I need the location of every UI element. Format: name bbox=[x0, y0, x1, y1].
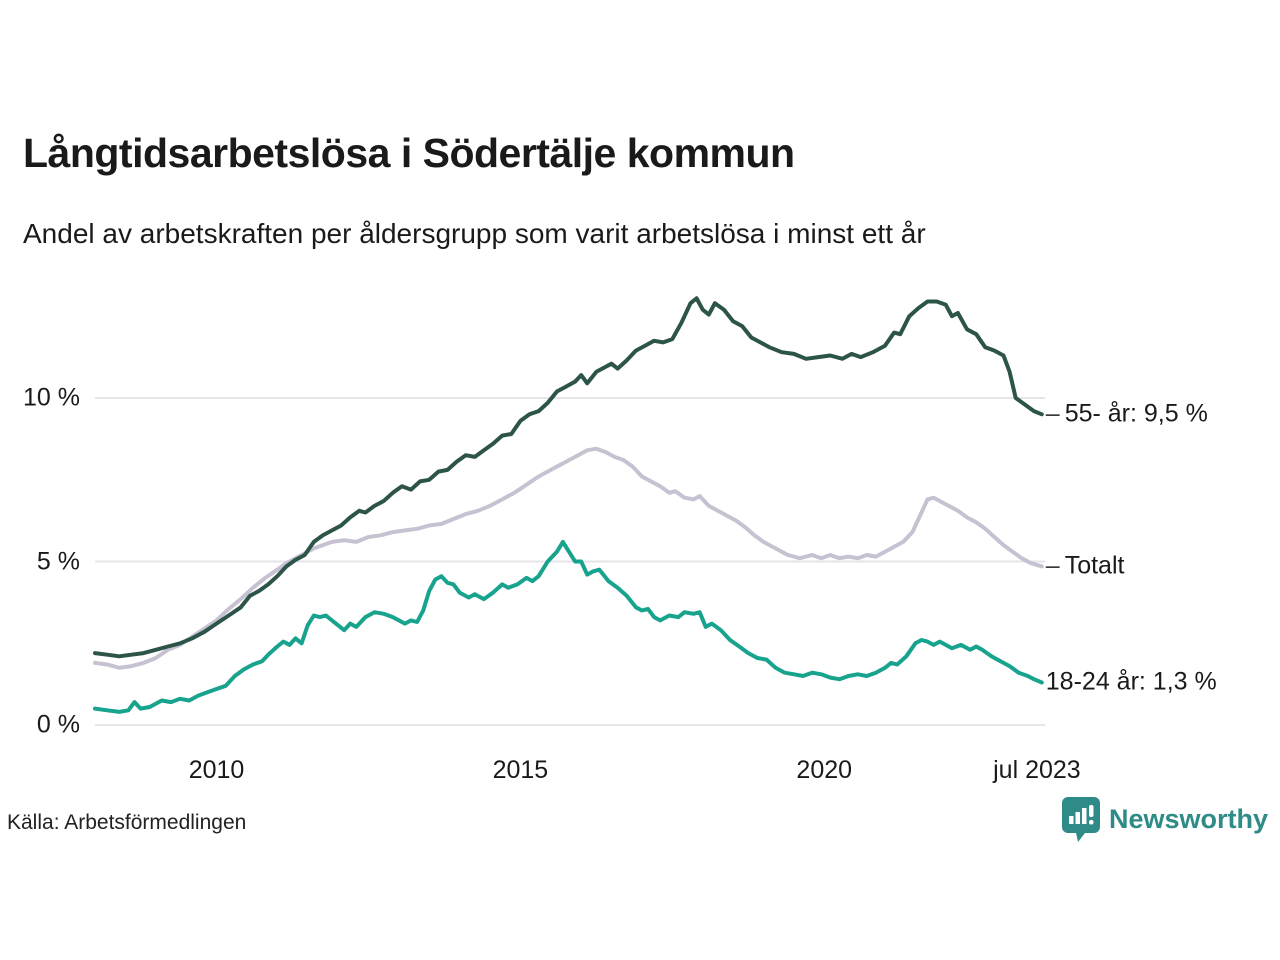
series-label-tick: – bbox=[1045, 551, 1060, 580]
line-totalt bbox=[93, 446, 1044, 670]
x-axis-tick-jul-2023: jul 2023 bbox=[993, 756, 1081, 784]
page-title: Långtidsarbetslösa i Södertälje kommun bbox=[23, 130, 795, 176]
series-label-text: 18-24 år: 1,3 % bbox=[1045, 667, 1217, 696]
brand-wordmark: Newsworthy bbox=[1108, 804, 1268, 834]
x-axis-tick-2020: 2020 bbox=[796, 756, 853, 784]
series-label-tick: – bbox=[1045, 399, 1060, 428]
series-label-55: – 55- år: 9,5 % bbox=[1046, 400, 1208, 429]
bar-chart-speech-bubble-icon bbox=[1061, 797, 1100, 842]
page-subtitle: Andel av arbetskraften per åldersgrupp s… bbox=[23, 218, 926, 249]
series-label-text: 55- år: 9,5 % bbox=[1064, 399, 1208, 428]
line-55 bbox=[93, 296, 1044, 659]
x-axis-tick-2010: 2010 bbox=[188, 756, 245, 784]
y-axis-tick-5: 5 % bbox=[36, 547, 80, 575]
series-label-totalt: – Totalt bbox=[1046, 552, 1125, 581]
series-label-text: Totalt bbox=[1064, 551, 1125, 580]
source-attribution: Källa: Arbetsförmedlingen bbox=[7, 811, 247, 834]
x-axis-tick-2015: 2015 bbox=[492, 756, 549, 784]
y-axis-tick-0: 0 % bbox=[36, 710, 80, 739]
brand-logo: Newsworthy bbox=[1061, 796, 1268, 843]
series-label-18-24: 18-24 år: 1,3 % bbox=[1046, 668, 1217, 697]
gridlines bbox=[95, 397, 1045, 726]
y-axis-tick-10: 10 % bbox=[23, 383, 80, 412]
line-18-24 bbox=[93, 539, 1044, 714]
